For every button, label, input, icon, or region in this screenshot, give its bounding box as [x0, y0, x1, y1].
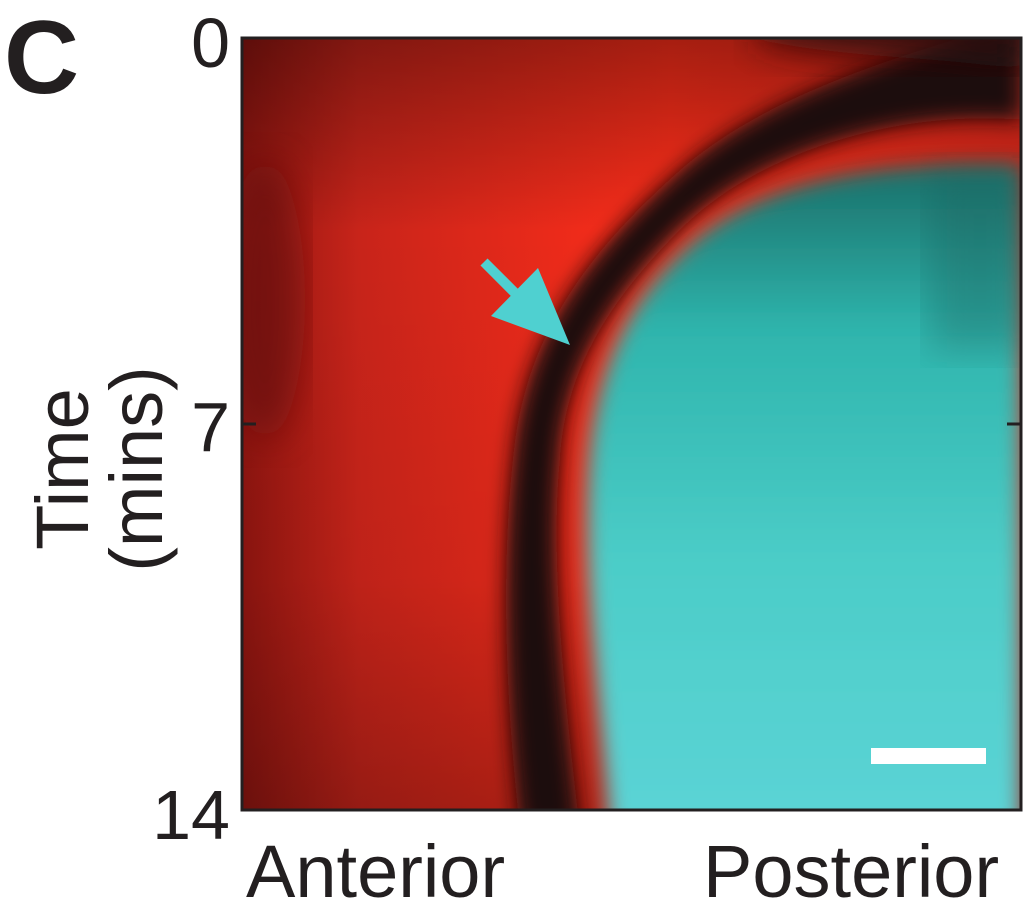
scale-bar	[871, 748, 986, 764]
boundary-band	[505, 38, 1021, 810]
y-tick-14: 14	[152, 776, 230, 854]
x-label-anterior: Anterior	[246, 830, 506, 913]
y-tick-0: 0	[191, 4, 230, 82]
x-label-posterior: Posterior	[703, 830, 1000, 913]
panel-letter: C	[4, 0, 80, 116]
y-tick-7: 7	[191, 388, 230, 466]
posterior-region	[587, 164, 1021, 810]
arrow-icon	[480, 258, 570, 345]
